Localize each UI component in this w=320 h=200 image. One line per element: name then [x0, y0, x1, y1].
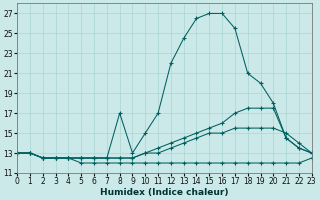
X-axis label: Humidex (Indice chaleur): Humidex (Indice chaleur) [100, 188, 229, 197]
